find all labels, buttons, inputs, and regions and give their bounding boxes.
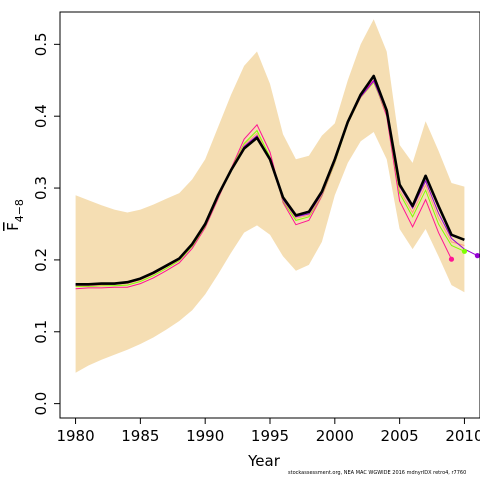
- x-tick-label: 2010: [445, 427, 480, 445]
- y-tick-label: 0.1: [32, 320, 50, 344]
- x-tick-label: 2005: [381, 427, 419, 445]
- y-tick-label: 0.3: [32, 176, 50, 200]
- y-axis-label-sub: 4−8: [13, 199, 26, 222]
- y-axis-label-main: F: [4, 222, 22, 231]
- main-series: [75, 74, 465, 286]
- x-axis: 1980 1985 1990 1995 2000 2005 2010: [56, 417, 480, 445]
- y-tick-label: 0.2: [32, 248, 50, 272]
- confidence-band: [75, 19, 465, 373]
- confidence-band-area: [75, 19, 465, 373]
- endpoint-marker-3: [474, 253, 480, 259]
- x-tick-label: 1995: [251, 427, 289, 445]
- x-axis-label: Year: [247, 452, 281, 470]
- y-axis-label: F4−8: [4, 199, 26, 231]
- y-axis: 0.0 0.1 0.2 0.3 0.4 0.5: [32, 32, 61, 416]
- x-tick-label: 1990: [186, 427, 224, 445]
- main-series-line: [75, 74, 465, 286]
- x-tick-label: 1980: [56, 427, 94, 445]
- y-tick-label: 0.4: [32, 104, 50, 128]
- endpoints: [448, 248, 480, 262]
- x-tick-label: 2000: [316, 427, 354, 445]
- endpoint-marker-2: [461, 248, 468, 254]
- y-tick-label: 0.0: [32, 392, 50, 416]
- endpoint-marker-1: [448, 256, 455, 262]
- retro-series-line-1: [75, 79, 452, 290]
- y-tick-label: 0.5: [32, 32, 50, 56]
- x-tick-label: 1985: [121, 427, 159, 445]
- footnote: stockassessment.org, NEA MAC WGWIDE 2016…: [288, 470, 467, 476]
